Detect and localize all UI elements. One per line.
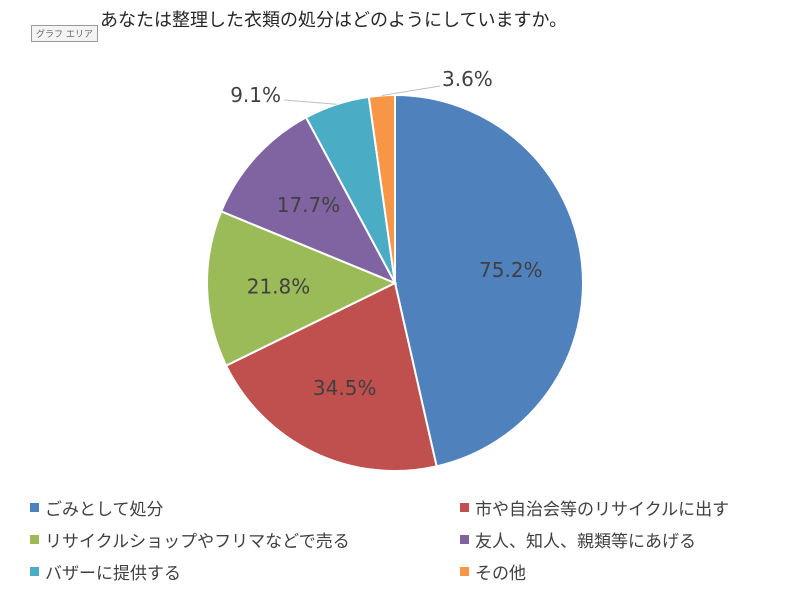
legend-recycle: 市や自治会等のリサイクルに出す xyxy=(460,495,729,520)
chart-area-tag: グラフ エリア xyxy=(31,25,98,42)
legend-gomi: ごみとして処分 xyxy=(30,495,164,520)
legend-swatch xyxy=(30,535,39,544)
slice-recycle[interactable] xyxy=(224,281,438,472)
leader-line-label-bazaar xyxy=(283,99,337,105)
legend-label: リサイクルショップやフリマなどで売る xyxy=(45,532,350,552)
label-recycle: 34.5% xyxy=(313,376,377,400)
legend-swatch xyxy=(460,567,469,576)
label-shop: 21.8% xyxy=(247,275,311,299)
label-bazaar: 9.1% xyxy=(230,83,281,107)
legend-label: 友人、知人、親類等にあげる xyxy=(475,532,696,552)
legend-label: 市や自治会等のリサイクルに出す xyxy=(475,500,730,520)
legend-other: その他 xyxy=(460,559,526,584)
legend-swatch xyxy=(30,503,39,512)
slice-gomi[interactable] xyxy=(394,93,584,468)
label-friends: 17.7% xyxy=(277,193,341,217)
legend-swatch xyxy=(460,503,469,512)
leader-line-label-other xyxy=(381,85,441,96)
label-other: 3.6% xyxy=(442,67,493,91)
legend-label: ごみとして処分 xyxy=(45,500,164,520)
slice-other[interactable] xyxy=(367,93,396,284)
legend-label: バザーに提供する xyxy=(45,564,181,584)
chart-title: あなたは整理した衣類の処分はどのようにしていますか。 xyxy=(100,10,568,31)
legend-bazaar: バザーに提供する xyxy=(30,559,181,584)
legend-swatch xyxy=(460,535,469,544)
legend-label: その他 xyxy=(475,564,526,584)
slice-friends[interactable] xyxy=(219,116,398,285)
legend-friends: 友人、知人、親類等にあげる xyxy=(460,527,696,552)
legend-swatch xyxy=(30,567,39,576)
legend-shop: リサイクルショップやフリマなどで売る xyxy=(30,527,350,552)
slice-shop[interactable] xyxy=(206,210,398,367)
label-gomi: 75.2% xyxy=(479,258,543,282)
